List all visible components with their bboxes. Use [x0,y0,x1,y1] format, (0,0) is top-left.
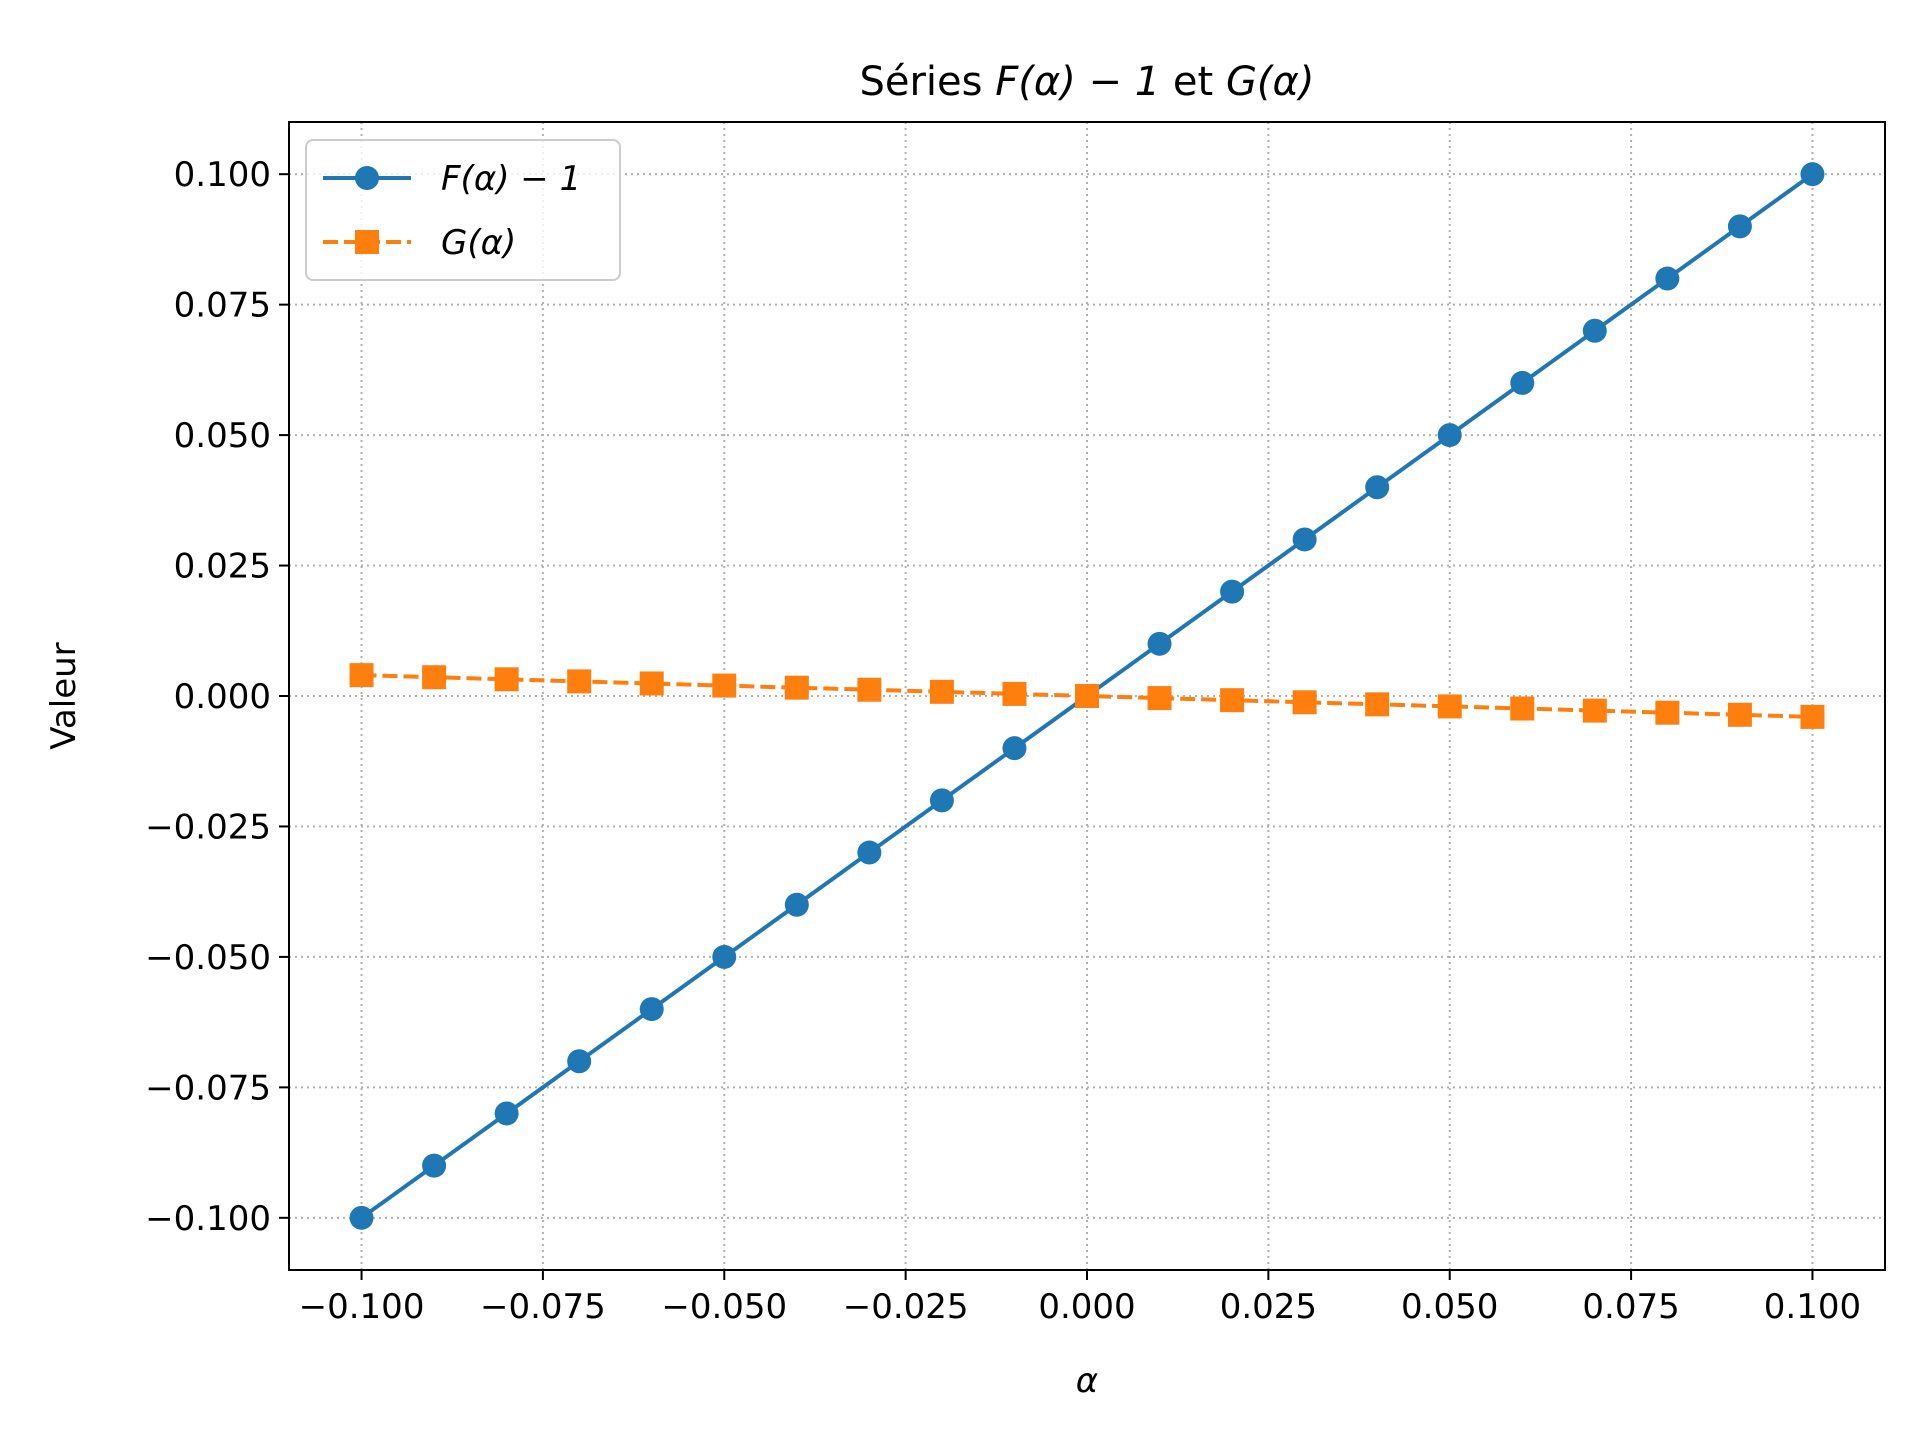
y-tick-label: 0.025 [174,547,271,587]
data-point-g [1365,692,1390,717]
x-tick-label: 0.100 [1764,1287,1861,1327]
data-point-f [349,1205,374,1230]
data-point-f [1800,162,1825,187]
plot-series [349,162,1825,1230]
y-tick-label: −0.075 [145,1068,271,1108]
data-point-f [1220,579,1245,604]
data-point-g [1510,696,1535,721]
x-tick-label: −0.025 [843,1287,969,1327]
y-axis-label: Valeur [44,642,84,749]
data-point-g [639,671,664,696]
data-point-f [1292,527,1317,552]
data-point-f [422,1153,447,1178]
x-tick-label: −0.075 [480,1287,606,1327]
legend-label-f: F(α) − 1 [441,159,581,199]
x-tick-label: 0.025 [1220,1287,1317,1327]
x-axis-label: α [1076,1361,1098,1401]
data-point-f [929,788,954,813]
data-point-g [784,675,809,700]
y-tick-label: −0.100 [145,1199,271,1239]
x-tick-label: 0.050 [1401,1287,1498,1327]
data-point-f [1655,266,1680,291]
y-tick-label: −0.050 [145,938,271,978]
data-point-g [422,665,447,690]
data-point-g [567,669,592,694]
data-point-f [857,840,882,865]
y-tick-label: 0.100 [174,155,271,195]
data-point-f [1147,631,1172,656]
data-point-f [1365,475,1390,500]
legend-frame [305,139,621,281]
y-tick-label: −0.025 [145,807,271,847]
data-point-g [1655,700,1680,725]
x-tick-label: 0.075 [1582,1287,1679,1327]
data-point-g [349,663,374,688]
data-point-f [712,944,737,969]
data-point-f [1437,423,1462,448]
x-tick-label: 0.000 [1038,1287,1135,1327]
data-point-f [1002,736,1027,761]
data-point-g [1002,681,1027,706]
legend: F(α) − 1 G(α) [305,139,621,281]
data-point-g [1800,704,1825,729]
data-point-f [1510,370,1535,395]
y-tick-label: 0.075 [174,286,271,326]
axis-ticks: −0.100 −0.075 −0.050 −0.025 0.000 0.025 0.050 0… [145,155,1861,1327]
data-point-g [1437,694,1462,719]
y-tick-label: 0.050 [174,416,271,456]
data-point-g [712,673,737,698]
data-point-g [857,677,882,702]
data-point-g [929,679,954,704]
data-point-f [1582,318,1607,343]
data-point-f [784,892,809,917]
x-tick-label: −0.050 [661,1287,787,1327]
data-point-g [1075,684,1099,708]
data-point-g [1147,686,1172,711]
x-tick-label: −0.100 [299,1287,425,1327]
data-point-f [567,1049,592,1074]
chart-title: Séries F(α) − 1 et G(α) [859,59,1314,105]
data-point-g [494,667,519,692]
legend-label-g: G(α) [441,223,516,263]
legend-marker-g [355,230,379,254]
data-point-g [1292,690,1317,715]
data-point-g [1582,698,1607,723]
data-point-g [1220,688,1245,713]
data-point-f [639,997,664,1022]
y-tick-label: 0.000 [174,677,271,717]
data-point-f [1727,214,1752,239]
data-point-g [1727,702,1752,727]
data-point-f [494,1101,519,1126]
legend-marker-f [355,166,379,190]
